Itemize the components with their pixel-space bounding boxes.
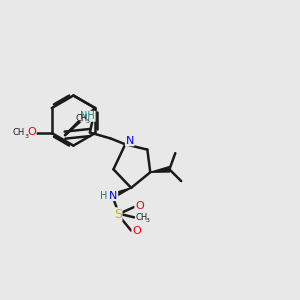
Text: S: S — [114, 208, 122, 221]
Text: CH: CH — [135, 213, 148, 222]
Text: O: O — [132, 226, 141, 236]
Text: 3: 3 — [86, 119, 90, 124]
Polygon shape — [150, 167, 170, 172]
Text: NH: NH — [80, 111, 95, 121]
Text: CH: CH — [76, 114, 88, 123]
Text: O: O — [135, 201, 144, 211]
Text: 3: 3 — [24, 134, 28, 139]
Text: H: H — [100, 191, 108, 201]
Text: CH: CH — [12, 128, 25, 137]
Polygon shape — [110, 188, 131, 199]
Text: N: N — [125, 136, 134, 146]
Text: N: N — [109, 190, 118, 200]
Text: O: O — [27, 128, 36, 137]
Text: 3: 3 — [145, 218, 149, 223]
